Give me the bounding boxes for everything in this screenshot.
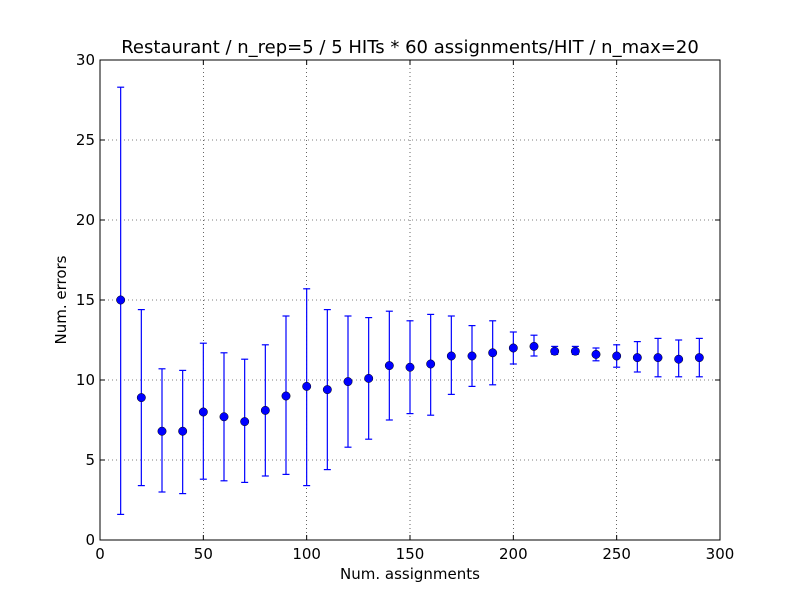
data-point [612,351,622,361]
chart-title: Restaurant / n_rep=5 / 5 HITs * 60 assig… [121,37,699,58]
axis-ticks [99,59,721,541]
data-point [157,426,167,436]
x-axis-label: Num. assignments [340,565,480,583]
x-tick-label: 0 [95,545,105,563]
y-tick-label: 0 [85,531,95,549]
data-point [405,362,415,372]
data-point [632,353,642,363]
data-points [116,295,704,436]
x-tick-label: 50 [194,545,213,563]
data-point [281,391,291,401]
data-point [384,361,394,371]
data-point [653,353,663,363]
data-point [508,343,518,353]
data-point [446,351,456,361]
x-tick-label: 250 [602,545,631,563]
x-tick-label: 300 [706,545,735,563]
data-point [529,341,539,351]
data-point [116,295,126,305]
data-point [136,393,146,403]
data-point [178,426,188,436]
x-tick-label: 150 [396,545,425,563]
data-point [694,353,704,363]
data-point [364,373,374,383]
grid [100,60,720,540]
y-tick-label: 20 [76,211,95,229]
y-tick-label: 15 [76,291,95,309]
data-point [426,359,436,369]
data-point [343,377,353,387]
data-point [198,407,208,417]
x-tick-label: 200 [499,545,528,563]
x-tick-label: 100 [292,545,321,563]
data-point [302,381,312,391]
data-point [674,354,684,364]
y-tick-label: 30 [76,51,95,69]
data-point [260,405,270,415]
data-point [550,346,560,356]
y-axis-label: Num. errors [52,255,70,344]
data-point [240,417,250,427]
data-point [219,412,229,422]
y-tick-label: 25 [76,131,95,149]
data-point [488,348,498,358]
data-point [467,351,477,361]
data-point [570,346,580,356]
y-tick-label: 10 [76,371,95,389]
data-point [322,385,332,395]
data-point [591,349,601,359]
y-tick-label: 5 [85,451,95,469]
